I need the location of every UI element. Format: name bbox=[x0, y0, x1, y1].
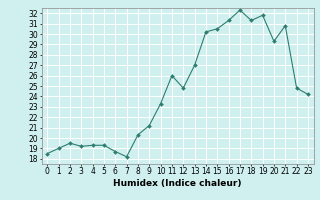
X-axis label: Humidex (Indice chaleur): Humidex (Indice chaleur) bbox=[113, 179, 242, 188]
